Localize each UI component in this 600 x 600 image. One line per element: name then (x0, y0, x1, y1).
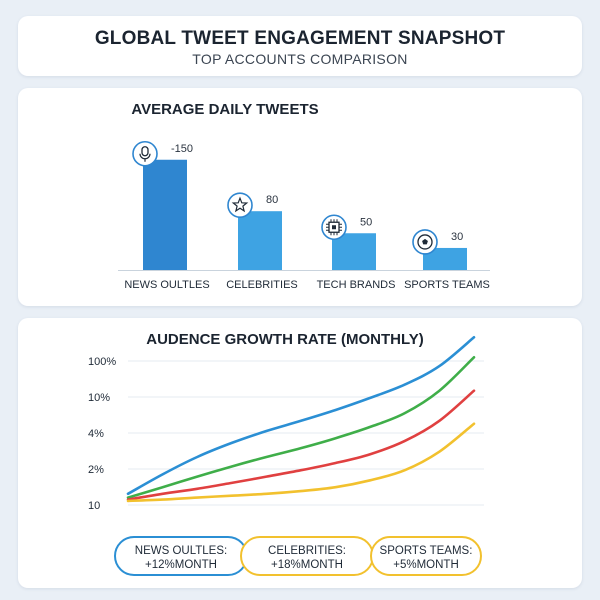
bar-category-label: CELEBRITIES (226, 279, 298, 291)
series-line (126, 422, 476, 503)
callout-value: +12%MONTH (145, 559, 217, 571)
bar-chart-card: AVERAGE DAILY TWEETS -150 NEWS OULTLES 80 C… (18, 88, 582, 306)
bar-value-label: 50 (360, 216, 372, 228)
bar-category-label: NEWS OULTLES (124, 279, 209, 291)
bar (143, 159, 187, 270)
bar (423, 247, 467, 270)
bar-value-label: 30 (451, 231, 463, 243)
star-icon (227, 192, 253, 218)
page-title: GLOBAL TWEET ENGAGEMENT SNAPSHOT (94, 28, 506, 49)
callout-label: NEWS OULTLES: (134, 545, 228, 557)
series-line (126, 336, 476, 496)
bar-value-label: -150 (171, 143, 193, 155)
callout-label: SPORTS TEAMS: (379, 545, 473, 557)
line-chart: 100% 10% 4% 2% 10 (88, 336, 484, 512)
header-card: GLOBAL TWEET ENGAGEMENT SNAPSHOT TOP ACC… (18, 16, 582, 76)
callout-sports-teams: SPORTS TEAMS: +5%MONTH (370, 536, 482, 576)
series-line (126, 356, 476, 499)
callout-label: CELEBRITIES: (268, 545, 346, 557)
y-tick-label: 10 (88, 500, 100, 512)
bar-category-label: SPORTS TEAMS (404, 279, 490, 291)
line-chart-card: AUDENCE GROWTH RATE (MONTHLY) 100% 10% 4% 2… (18, 318, 582, 588)
y-tick-label: 4% (88, 428, 104, 440)
callout-news-outlets: NEWS OULTLES: +12%MONTH (114, 536, 248, 576)
bar-chart: -150 NEWS OULTLES 80 CELEBRITIES 50 TECH BRAN… (118, 140, 490, 291)
bar-value-label: 80 (266, 194, 278, 206)
series-line (126, 389, 476, 501)
soccer-ball-icon (412, 229, 438, 255)
line-chart-title: AUDENCE GROWTH RATE (MONTHLY) (146, 331, 424, 348)
chip-icon (321, 214, 347, 241)
microphone-icon (132, 140, 158, 167)
bar-category-label: TECH BRANDS (317, 279, 396, 291)
callout-celebrities: CELEBRITIES: +18%MONTH (240, 536, 374, 576)
callout-value: +5%MONTH (393, 559, 459, 571)
y-tick-label: 2% (88, 464, 104, 476)
bar (332, 233, 376, 270)
bar (238, 211, 282, 270)
y-tick-label: 100% (88, 356, 116, 368)
callout-value: +18%MONTH (271, 559, 343, 571)
page-subtitle: TOP ACCOUNTS COMPARISON (192, 51, 408, 67)
bar-chart-title: AVERAGE DAILY TWEETS (131, 101, 319, 118)
y-tick-label: 10% (88, 392, 110, 404)
